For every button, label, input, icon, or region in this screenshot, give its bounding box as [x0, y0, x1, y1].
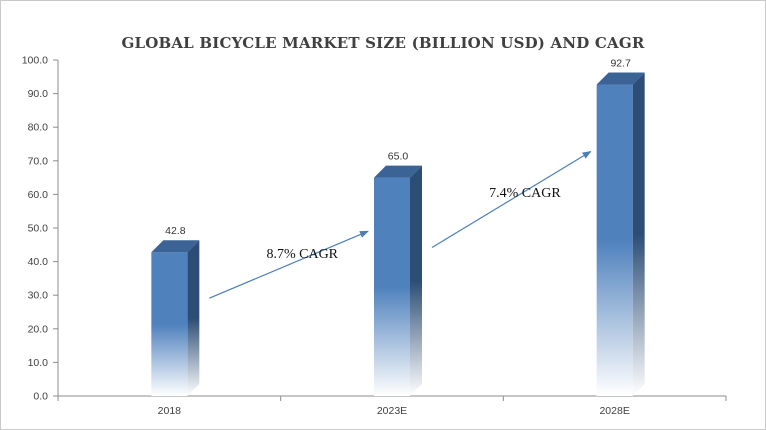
chart-title: GLOBAL BICYCLE MARKET SIZE (BILLION USD)…	[121, 34, 645, 52]
y-tick-label: 60.0	[28, 189, 49, 201]
cagr-label: 7.4% CAGR	[489, 186, 561, 201]
data-label: 92.7	[610, 58, 631, 70]
bar-top	[596, 72, 645, 85]
y-tick-label: 50.0	[28, 223, 49, 235]
bar-front	[151, 252, 188, 396]
cagr-label: 8.7% CAGR	[266, 247, 338, 262]
bar-top	[151, 240, 200, 253]
y-tick-label: 70.0	[28, 155, 49, 167]
x-tick-label: 2023E	[377, 405, 407, 417]
annotations: 8.7% CAGR 7.4% CAGR	[209, 151, 592, 299]
labels: 2018 2023E 2028E 42.8 65.0 92.7	[158, 58, 631, 417]
bar-side	[632, 72, 645, 396]
x-tick-label: 2018	[158, 405, 182, 417]
bar-2018	[151, 240, 200, 396]
bar-front	[596, 84, 633, 396]
y-tick-label: 100.0	[22, 55, 48, 67]
data-label: 65.0	[388, 151, 409, 163]
bar-2028E	[596, 72, 645, 396]
y-tick-label: 40.0	[28, 256, 49, 268]
bar-front	[374, 177, 410, 396]
bar-side	[410, 165, 422, 396]
cagr-arrow	[209, 230, 369, 299]
y-tick-label: 80.0	[28, 122, 49, 134]
y-tick-label: 90.0	[28, 88, 49, 100]
cagr-arrow	[431, 151, 592, 249]
bar-side	[187, 240, 200, 396]
bar-top	[374, 165, 422, 178]
y-tick-label: 0.0	[33, 391, 48, 403]
bar-2023E	[374, 165, 422, 396]
y-tick-label: 30.0	[28, 290, 49, 302]
y-tick-label: 10.0	[28, 357, 49, 369]
bars	[151, 72, 645, 396]
y-tick-label: 20.0	[28, 323, 49, 335]
x-tick-label: 2028E	[599, 405, 629, 417]
data-label: 42.8	[165, 225, 186, 237]
